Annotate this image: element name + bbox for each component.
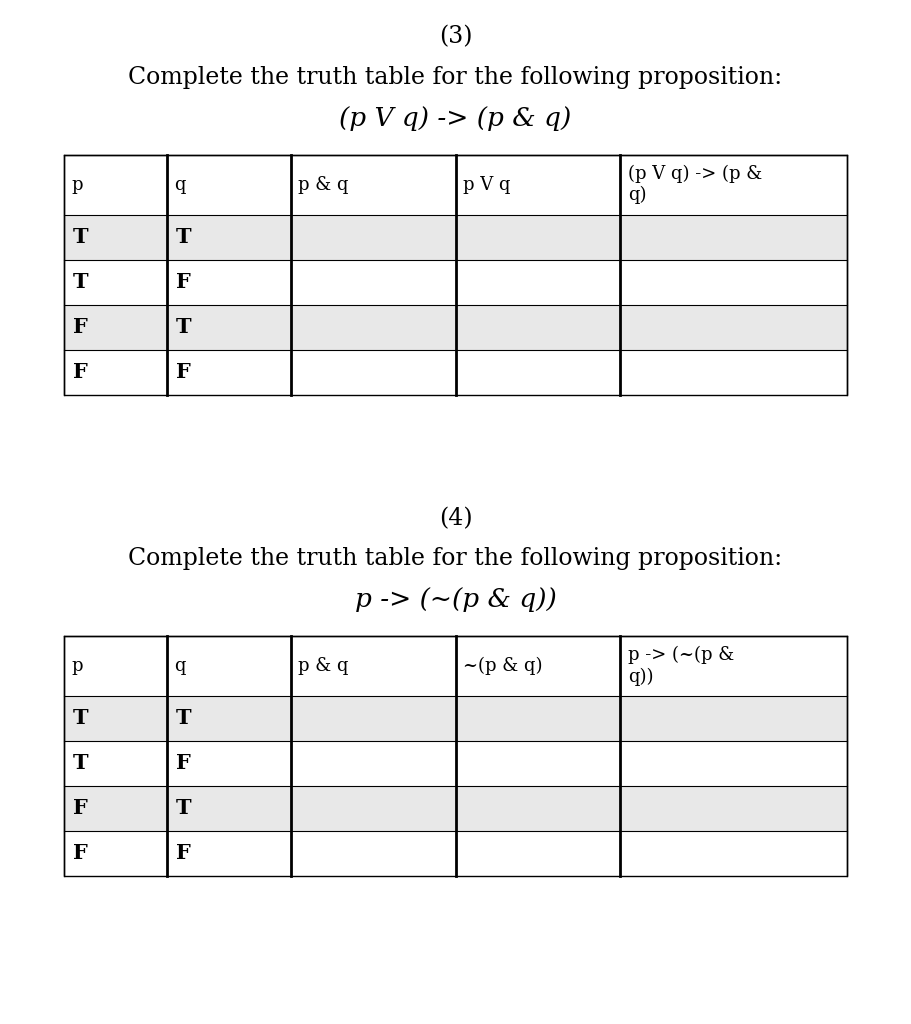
Text: ~(p & q): ~(p & q) bbox=[463, 656, 542, 675]
Text: T: T bbox=[73, 709, 88, 728]
Bar bbox=[64, 785, 847, 830]
Text: (4): (4) bbox=[439, 507, 472, 529]
Bar bbox=[64, 741, 847, 785]
Text: p V q: p V q bbox=[463, 175, 510, 194]
Bar bbox=[64, 260, 847, 304]
Text: p & q: p & q bbox=[298, 656, 348, 675]
Text: p -> (~(p &
q)): p -> (~(p & q)) bbox=[628, 646, 734, 685]
Text: T: T bbox=[176, 227, 191, 247]
Text: F: F bbox=[73, 799, 87, 818]
Text: F: F bbox=[176, 272, 190, 292]
Text: (p V q) -> (p & q): (p V q) -> (p & q) bbox=[340, 105, 571, 131]
Text: p & q: p & q bbox=[298, 175, 348, 194]
Text: p: p bbox=[71, 656, 83, 675]
Text: F: F bbox=[176, 844, 190, 863]
Text: F: F bbox=[176, 362, 190, 382]
Bar bbox=[64, 155, 847, 394]
Text: q: q bbox=[174, 656, 186, 675]
Text: T: T bbox=[73, 272, 88, 292]
Text: T: T bbox=[73, 227, 88, 247]
Text: T: T bbox=[73, 754, 88, 773]
Text: F: F bbox=[73, 317, 87, 337]
Text: Complete the truth table for the following proposition:: Complete the truth table for the followi… bbox=[128, 66, 783, 89]
Bar bbox=[64, 696, 847, 741]
Text: Complete the truth table for the following proposition:: Complete the truth table for the followi… bbox=[128, 547, 783, 570]
Bar bbox=[64, 215, 847, 260]
Bar bbox=[64, 304, 847, 349]
Text: q: q bbox=[174, 175, 186, 194]
Bar bbox=[64, 155, 847, 215]
Text: F: F bbox=[73, 844, 87, 863]
Text: T: T bbox=[176, 317, 191, 337]
Text: F: F bbox=[73, 362, 87, 382]
Text: (p V q) -> (p &
q): (p V q) -> (p & q) bbox=[628, 165, 762, 204]
Text: T: T bbox=[176, 709, 191, 728]
Bar bbox=[64, 636, 847, 876]
Text: p -> (~(p & q)): p -> (~(p & q)) bbox=[354, 587, 557, 612]
Text: (3): (3) bbox=[439, 26, 472, 48]
Text: F: F bbox=[176, 754, 190, 773]
Bar bbox=[64, 636, 847, 696]
Bar bbox=[64, 349, 847, 394]
Bar bbox=[64, 830, 847, 876]
Text: p: p bbox=[71, 175, 83, 194]
Text: T: T bbox=[176, 799, 191, 818]
